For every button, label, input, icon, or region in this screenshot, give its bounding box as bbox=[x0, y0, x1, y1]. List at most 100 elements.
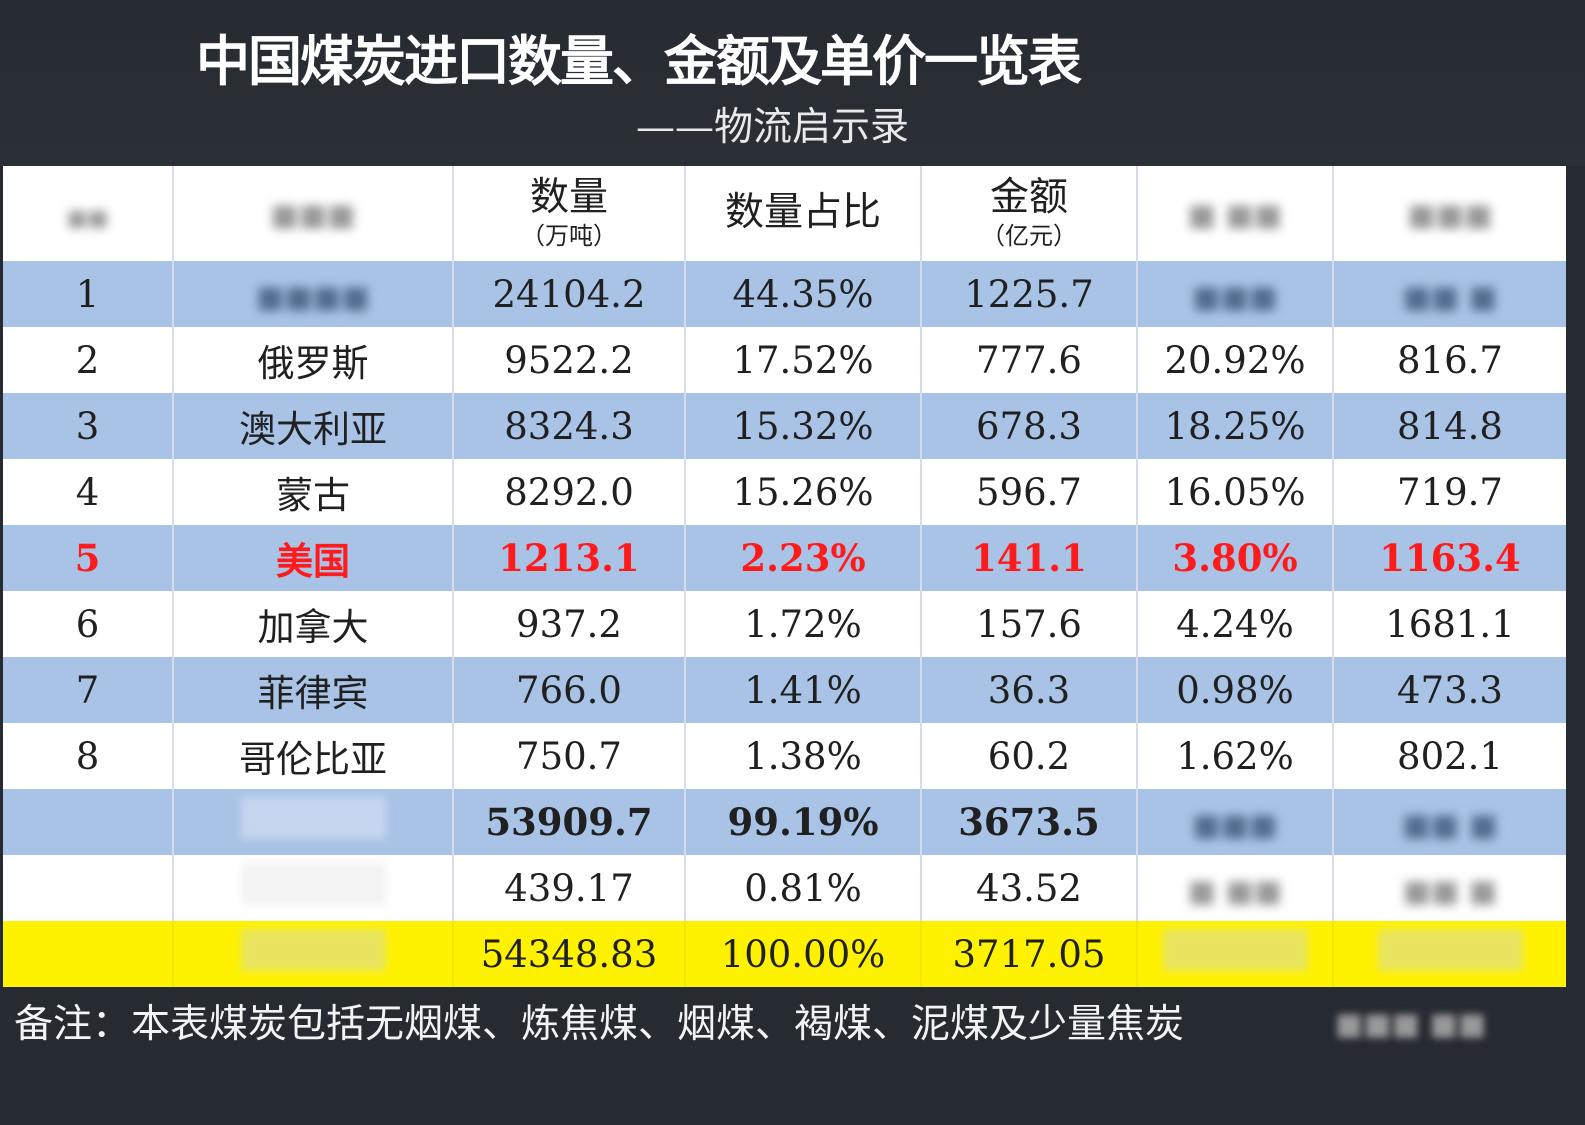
country-cell: 哥伦比亚 bbox=[173, 723, 454, 789]
page-subtitle: ——物流启示录 bbox=[636, 105, 910, 150]
coal-import-table: ■■ ■■■ 数量 （万吨） 数量占比 金额 （亿元） ■ ■■ bbox=[3, 166, 1566, 987]
quantity-cell: 750.7 bbox=[453, 723, 686, 789]
amount-cell: 777.6 bbox=[921, 327, 1138, 393]
table-row-7: 7 菲律宾 766.0 1.41% 36.3 0.98% 473.3 bbox=[3, 657, 1566, 723]
amount-cell: 1225.7 bbox=[921, 261, 1138, 327]
amount-share-cell: 4.24% bbox=[1137, 591, 1334, 657]
subtotal-unit-price-redacted: ■■ ■ bbox=[1333, 789, 1566, 855]
table-row-8: 8 哥伦比亚 750.7 1.38% 60.2 1.62% 802.1 bbox=[3, 723, 1566, 789]
quantity-share-cell: 1.41% bbox=[685, 657, 922, 723]
country-cell: 蒙古 bbox=[173, 459, 454, 525]
amount-share-cell: 1.62% bbox=[1137, 723, 1334, 789]
column-header-country: ■■■ bbox=[173, 166, 454, 261]
column-header-quantity-share-label: 数量占比 bbox=[724, 190, 881, 236]
quantity-share-cell: 15.32% bbox=[685, 393, 922, 459]
rank-cell: 5 bbox=[3, 525, 174, 591]
blurred-header-rank: ■■ bbox=[66, 206, 109, 232]
blurred-unit-price: ■■ ■ bbox=[1402, 279, 1498, 315]
blurred-total-unit-price bbox=[1377, 928, 1523, 971]
column-header-quantity-label: 数量 bbox=[529, 175, 608, 221]
rank-cell: 8 bbox=[3, 723, 174, 789]
unit-price-cell: 719.7 bbox=[1333, 459, 1566, 525]
quantity-share-cell: 17.52% bbox=[685, 327, 922, 393]
total-rank-cell bbox=[3, 921, 174, 987]
column-header-unit-price: ■■■ bbox=[1333, 166, 1566, 261]
amount-cell: 36.3 bbox=[921, 657, 1138, 723]
blurred-watermark-logo: ■■■ ■■ bbox=[1335, 1007, 1487, 1042]
column-header-amount-unit: （亿元） bbox=[981, 222, 1077, 251]
table-row-4: 4 蒙古 8292.0 15.26% 596.7 16.05% 719.7 bbox=[3, 459, 1566, 525]
amount-cell: 157.6 bbox=[921, 591, 1138, 657]
quantity-share-cell: 2.23% bbox=[685, 525, 922, 591]
other-label-redacted bbox=[173, 855, 454, 921]
unit-price-cell: 816.7 bbox=[1333, 327, 1566, 393]
amount-share-cell: 18.25% bbox=[1137, 393, 1334, 459]
rank-cell: 4 bbox=[3, 459, 174, 525]
footer: 备注：本表煤炭包括无烟煤、炼焦煤、烟煤、褐煤、泥煤及少量焦炭 ■■■ ■■ bbox=[0, 991, 1585, 1125]
amount-cell: 678.3 bbox=[921, 393, 1138, 459]
other-amount-cell: 43.52 bbox=[921, 855, 1138, 921]
total-quantity-cell: 54348.83 bbox=[453, 921, 686, 987]
column-header-amount-share: ■ ■■ bbox=[1137, 166, 1334, 261]
amount-cell: 60.2 bbox=[921, 723, 1138, 789]
table-row-2: 2 俄罗斯 9522.2 17.52% 777.6 20.92% 816.7 bbox=[3, 327, 1566, 393]
unit-price-cell: 1681.1 bbox=[1333, 591, 1566, 657]
column-header-amount: 金额 （亿元） bbox=[921, 166, 1138, 261]
other-row: 439.17 0.81% 43.52 ■ ■■ ■■ ■ bbox=[3, 855, 1566, 921]
blurred-amount-share: ■■■ bbox=[1192, 279, 1278, 315]
blurred-country: ■■■■ bbox=[256, 279, 370, 315]
subtotal-amount-share-redacted: ■■■ bbox=[1137, 789, 1334, 855]
quantity-cell: 937.2 bbox=[453, 591, 686, 657]
rank-cell: 2 bbox=[3, 327, 174, 393]
blurred-other-unit-price: ■■ ■ bbox=[1402, 873, 1498, 909]
table-row-6: 6 加拿大 937.2 1.72% 157.6 4.24% 1681.1 bbox=[3, 591, 1566, 657]
quantity-cell: 24104.2 bbox=[453, 261, 686, 327]
table-row-3: 3 澳大利亚 8324.3 15.32% 678.3 18.25% 814.8 bbox=[3, 393, 1566, 459]
quantity-cell: 9522.2 bbox=[453, 327, 686, 393]
blurred-header-unit-price: ■■■ bbox=[1407, 198, 1493, 234]
quantity-share-cell: 15.26% bbox=[685, 459, 922, 525]
quantity-share-cell: 1.72% bbox=[685, 591, 922, 657]
column-header-amount-label: 金额 bbox=[989, 175, 1068, 221]
other-quantity-cell: 439.17 bbox=[453, 855, 686, 921]
blurred-total-label bbox=[240, 928, 386, 971]
total-amount-share-redacted bbox=[1137, 921, 1334, 987]
unit-price-cell-redacted: ■■ ■ bbox=[1333, 261, 1566, 327]
blurred-subtotal-unit-price: ■■ ■ bbox=[1402, 808, 1498, 843]
rank-cell: 6 bbox=[3, 591, 174, 657]
table-header-row: ■■ ■■■ 数量 （万吨） 数量占比 金额 （亿元） ■ ■■ bbox=[3, 166, 1566, 261]
amount-share-cell: 20.92% bbox=[1137, 327, 1334, 393]
country-cell-redacted: ■■■■ bbox=[173, 261, 454, 327]
subtotal-rank-cell bbox=[3, 789, 174, 855]
country-cell: 澳大利亚 bbox=[173, 393, 454, 459]
subtotal-quantity-cell: 53909.7 bbox=[453, 789, 686, 855]
subtotal-quantity-share-cell: 99.19% bbox=[685, 789, 922, 855]
quantity-cell: 766.0 bbox=[453, 657, 686, 723]
header: 中国煤炭进口数量、金额及单价一览表 ——物流启示录 bbox=[0, 0, 1585, 166]
amount-share-cell: 3.80% bbox=[1137, 525, 1334, 591]
country-cell: 菲律宾 bbox=[173, 657, 454, 723]
blurred-other-label bbox=[240, 862, 386, 905]
amount-cell: 596.7 bbox=[921, 459, 1138, 525]
page-title: 中国煤炭进口数量、金额及单价一览表 bbox=[196, 30, 1082, 93]
subtotal-row: 53909.7 99.19% 3673.5 ■■■ ■■ ■ bbox=[3, 789, 1566, 855]
other-unit-price-redacted: ■■ ■ bbox=[1333, 855, 1566, 921]
country-cell: 美国 bbox=[173, 525, 454, 591]
table-row-1: 1 ■■■■ 24104.2 44.35% 1225.7 ■■■ ■■ ■ bbox=[3, 261, 1566, 327]
quantity-cell: 8292.0 bbox=[453, 459, 686, 525]
blurred-other-amount-share: ■ ■■ bbox=[1187, 873, 1283, 909]
other-quantity-share-cell: 0.81% bbox=[685, 855, 922, 921]
footnote: 备注：本表煤炭包括无烟煤、炼焦煤、烟煤、褐煤、泥煤及少量焦炭 bbox=[14, 1002, 1185, 1047]
blurred-header-amount-share: ■ ■■ bbox=[1187, 198, 1283, 234]
column-header-quantity: 数量 （万吨） bbox=[453, 166, 686, 261]
column-header-quantity-share: 数量占比 bbox=[685, 166, 922, 261]
blurred-subtotal-amount-share: ■■■ bbox=[1192, 808, 1278, 843]
rank-cell: 3 bbox=[3, 393, 174, 459]
quantity-cell: 8324.3 bbox=[453, 393, 686, 459]
blurred-total-amount-share bbox=[1162, 928, 1308, 971]
quantity-cell: 1213.1 bbox=[453, 525, 686, 591]
column-header-quantity-unit: （万吨） bbox=[521, 222, 617, 251]
total-row: 54348.83 100.00% 3717.05 bbox=[3, 921, 1566, 987]
amount-share-cell-redacted: ■■■ bbox=[1137, 261, 1334, 327]
